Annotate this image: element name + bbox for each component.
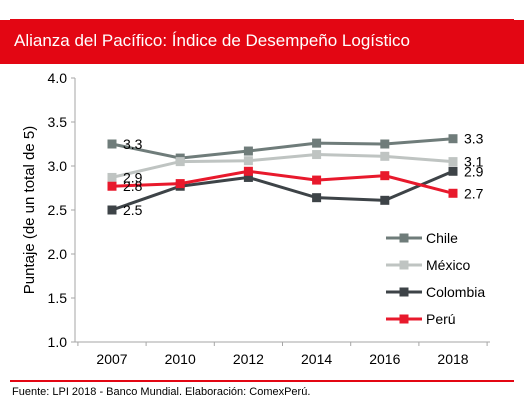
y-tick-label: 1.5 bbox=[48, 290, 68, 306]
data-label: 2.5 bbox=[123, 202, 143, 218]
source-note: Fuente: LPI 2018 - Banco Mundial. Elabor… bbox=[12, 386, 311, 398]
data-point-mexico bbox=[107, 172, 117, 182]
data-point-colombia bbox=[448, 166, 458, 176]
y-tick-label: 4.0 bbox=[48, 70, 68, 86]
data-point-mexico bbox=[243, 156, 253, 166]
y-tick-label: 3.0 bbox=[48, 158, 68, 174]
legend-label-mexico: México bbox=[426, 257, 471, 273]
data-label: 2.7 bbox=[464, 185, 484, 201]
legend-marker-peru bbox=[399, 314, 409, 324]
series-line-peru bbox=[111, 169, 454, 195]
y-tick-label: 3.5 bbox=[48, 114, 68, 130]
x-tick-label: 2007 bbox=[96, 351, 127, 367]
data-label: 2.8 bbox=[123, 178, 143, 194]
x-tick-label: 2010 bbox=[165, 351, 196, 367]
series-line-mexico bbox=[111, 153, 454, 179]
data-point-peru bbox=[243, 166, 253, 176]
legend-label-peru: Perú bbox=[426, 311, 456, 327]
data-point-peru bbox=[175, 179, 185, 189]
data-label: 2.9 bbox=[464, 163, 484, 179]
series-line-chile bbox=[111, 137, 454, 160]
data-label: 3.3 bbox=[464, 131, 484, 147]
data-point-mexico bbox=[175, 157, 185, 167]
title-bar: Alianza del Pacífico: Índice de Desempeñ… bbox=[0, 20, 524, 64]
legend-label-chile: Chile bbox=[426, 230, 458, 246]
data-label: 3.1 bbox=[464, 154, 484, 170]
series-line-colombia bbox=[111, 169, 454, 212]
data-point-chile bbox=[312, 138, 322, 148]
data-point-peru bbox=[380, 171, 390, 181]
data-point-mexico bbox=[312, 150, 322, 160]
data-point-colombia bbox=[107, 205, 117, 215]
data-point-chile bbox=[107, 139, 117, 149]
data-point-chile bbox=[448, 134, 458, 144]
y-tick-label: 2.0 bbox=[48, 246, 68, 262]
title-top-rule bbox=[10, 19, 514, 20]
data-point-mexico bbox=[380, 151, 390, 161]
data-point-chile bbox=[380, 139, 390, 149]
data-label: 2.9 bbox=[123, 169, 143, 185]
y-tick-label: 2.5 bbox=[48, 202, 68, 218]
data-point-peru bbox=[312, 175, 322, 185]
data-point-colombia bbox=[380, 195, 390, 205]
data-point-peru bbox=[107, 181, 117, 191]
legend-marker-chile bbox=[399, 233, 409, 243]
data-point-colombia bbox=[243, 172, 253, 182]
x-tick-label: 2018 bbox=[437, 351, 468, 367]
y-axis-label: Puntaje (de un total de 5) bbox=[21, 126, 38, 294]
y-tick-label: 1.0 bbox=[48, 334, 68, 350]
data-label: 3.3 bbox=[123, 136, 143, 152]
data-point-chile bbox=[243, 146, 253, 156]
data-point-mexico bbox=[448, 157, 458, 167]
legend-marker-mexico bbox=[399, 260, 409, 270]
legend-label-colombia: Colombia bbox=[426, 284, 485, 300]
x-tick-label: 2016 bbox=[369, 351, 400, 367]
x-tick-label: 2012 bbox=[233, 351, 264, 367]
line-chart: 1.0 1.5 2.0 2.5 3.0 3.5 4.0 2007 2010 2012 2014 201… bbox=[21, 70, 490, 367]
chart-title: Alianza del Pacífico: Índice de Desempeñ… bbox=[14, 31, 410, 50]
footer-rule bbox=[10, 380, 514, 382]
legend-marker-colombia bbox=[399, 287, 409, 297]
x-tick-label: 2014 bbox=[301, 351, 332, 367]
data-point-peru bbox=[448, 188, 458, 198]
data-point-colombia bbox=[312, 193, 322, 203]
